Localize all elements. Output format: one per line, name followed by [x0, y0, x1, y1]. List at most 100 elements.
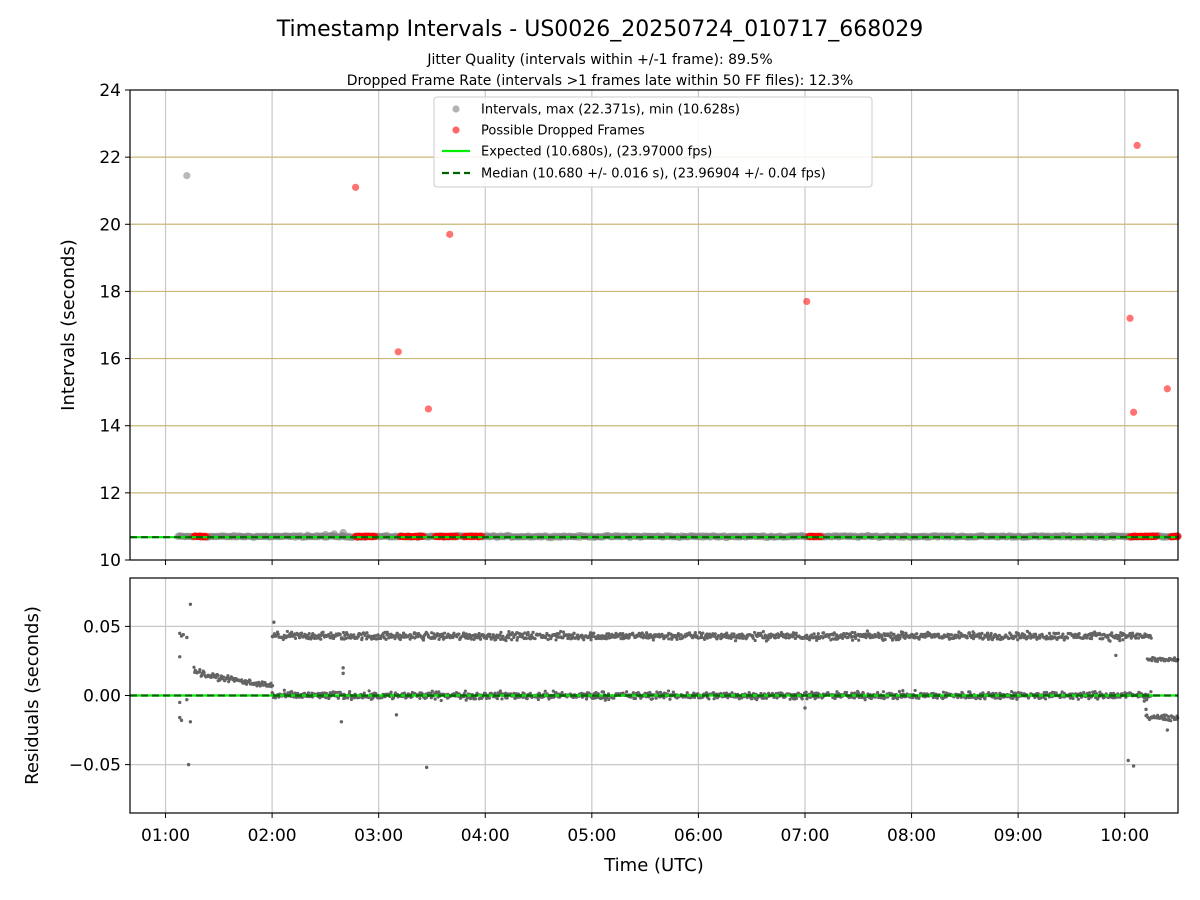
residual-point: [1142, 696, 1146, 700]
y-axis-label-residuals: Residuals (seconds): [22, 606, 43, 785]
residual-point: [702, 637, 707, 641]
residual-point: [341, 671, 345, 676]
y-tick-label: 0.05: [83, 617, 121, 637]
residual-point: [393, 637, 397, 641]
residual-point: [344, 636, 348, 641]
residual-point: [510, 631, 514, 635]
residual-point: [1016, 638, 1020, 642]
residual-point: [660, 632, 664, 636]
residual-point: [339, 720, 344, 724]
residual-point: [861, 691, 865, 695]
x-tick-label: 08:00: [887, 826, 936, 846]
residual-point: [601, 696, 606, 700]
residual-point: [346, 632, 350, 637]
residual-point: [1044, 690, 1049, 695]
residual-point: [902, 634, 907, 638]
residual-point: [185, 697, 189, 702]
residual-point: [831, 637, 835, 641]
residual-point: [590, 635, 594, 639]
residual-point: [473, 697, 477, 701]
residual-point: [903, 636, 907, 640]
residual-point: [1121, 638, 1125, 642]
residual-point: [271, 684, 275, 688]
residual-point: [469, 637, 474, 641]
residual-point: [676, 631, 680, 636]
residual-point: [890, 638, 895, 642]
residual-point: [846, 635, 850, 640]
residual-point: [551, 689, 555, 693]
residual-point: [321, 630, 325, 634]
residual-point: [656, 691, 660, 695]
y-tick-label: 24: [99, 81, 121, 101]
residual-point: [662, 696, 666, 700]
residual-point: [306, 691, 311, 695]
residual-point: [178, 700, 182, 705]
residual-point: [712, 697, 716, 701]
residual-point: [856, 691, 861, 695]
residual-point: [488, 632, 492, 636]
residual-point: [505, 696, 509, 700]
legend-entry: Median (10.680 +/- 0.016 s), (23.96904 +…: [481, 167, 826, 182]
y-tick-label: 20: [99, 215, 121, 235]
residual-point: [1079, 691, 1083, 695]
residual-point: [457, 632, 461, 636]
residual-point: [202, 670, 206, 675]
residual-point: [1166, 714, 1171, 719]
residual-point: [1009, 689, 1014, 694]
intervals-axes-frame: [129, 89, 1179, 561]
legend-box: [433, 96, 873, 188]
residual-point: [889, 631, 893, 635]
residual-point: [510, 638, 514, 642]
residual-point: [805, 633, 809, 637]
residual-point: [559, 629, 563, 634]
residual-point: [880, 634, 884, 639]
residual-point: [433, 697, 437, 701]
residual-point: [965, 636, 969, 640]
figure-title: Timestamp Intervals - US0026_20250724_01…: [276, 17, 923, 42]
residual-point: [584, 697, 589, 701]
residual-point: [753, 638, 757, 643]
y-tick-label: 12: [99, 484, 121, 504]
residual-point: [360, 636, 364, 640]
residual-point: [1007, 636, 1011, 640]
residual-point: [1142, 699, 1146, 703]
residual-point: [462, 631, 466, 635]
residual-point: [468, 697, 473, 701]
residual-point: [707, 697, 711, 701]
residual-point: [915, 632, 919, 636]
residual-point: [821, 631, 826, 635]
residual-point: [804, 690, 808, 694]
residual-point: [841, 636, 845, 641]
residual-point: [367, 689, 371, 693]
residual-point: [1150, 658, 1154, 663]
residual-point: [376, 633, 380, 637]
residual-point: [1077, 632, 1081, 636]
residual-point: [487, 696, 491, 700]
residual-point: [1043, 697, 1048, 701]
residual-point: [971, 637, 976, 641]
residual-point: [864, 635, 868, 640]
residual-point: [1087, 691, 1092, 695]
residual-point: [222, 675, 226, 679]
residual-point: [705, 636, 710, 640]
residual-point: [293, 636, 298, 640]
residual-point: [341, 630, 346, 635]
residual-point: [883, 637, 887, 642]
y-tick-label: 22: [99, 148, 121, 168]
residual-point: [319, 637, 323, 641]
residual-point: [981, 691, 985, 695]
residual-point: [1136, 636, 1141, 640]
residual-point: [1149, 690, 1153, 694]
residual-point: [794, 631, 798, 635]
x-tick-label: 07:00: [780, 826, 829, 846]
residual-point: [536, 697, 540, 702]
residual-point: [740, 696, 744, 700]
dropped-frame-point: [446, 230, 454, 238]
residual-point: [1111, 691, 1116, 695]
y-tick-label: 18: [99, 282, 121, 302]
residual-point: [726, 696, 730, 700]
residual-point: [625, 690, 629, 694]
residual-point: [816, 632, 820, 636]
residual-point: [554, 638, 558, 642]
residual-point: [970, 633, 974, 638]
